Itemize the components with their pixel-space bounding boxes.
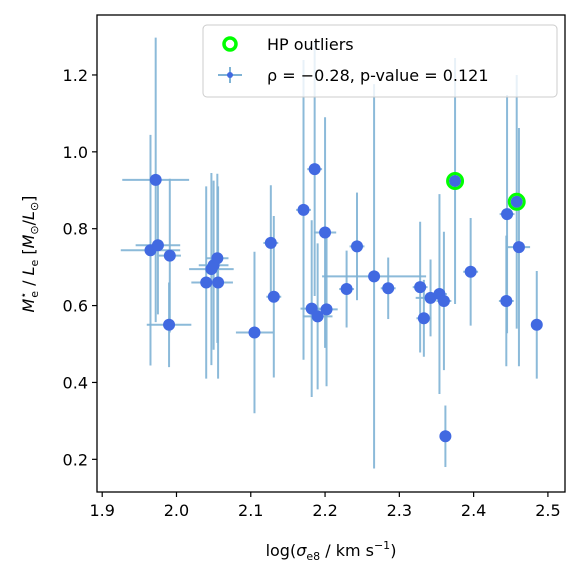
data-point — [437, 294, 450, 307]
data-point — [501, 208, 514, 221]
data-point — [512, 241, 525, 254]
x-tick-label: 2.0 — [164, 501, 189, 520]
legend-series-marker — [218, 67, 242, 83]
data-point — [264, 236, 277, 249]
data-point — [340, 283, 353, 296]
y-axis: 0.2 0.4 0.6 0.8 1.0 1.2 — [63, 66, 97, 469]
data-point — [368, 270, 381, 283]
x-tick-label: 2.5 — [535, 501, 560, 520]
data-point — [163, 318, 176, 331]
data-point — [351, 240, 363, 253]
data-point — [439, 430, 452, 443]
x-axis: 1.9 2.0 2.1 2.2 2.3 2.4 2.5 — [89, 492, 561, 520]
data-point — [211, 252, 224, 265]
data-point — [530, 318, 543, 331]
x-tick-label: 2.1 — [238, 501, 263, 520]
data-point — [464, 265, 477, 278]
y-tick-label: 1.2 — [63, 66, 88, 85]
point-layer — [144, 163, 543, 443]
data-point — [311, 310, 324, 323]
x-tick-label: 2.4 — [461, 501, 486, 520]
data-point — [163, 249, 176, 262]
data-point — [248, 326, 261, 339]
data-point — [449, 175, 462, 188]
x-tick-label: 2.2 — [312, 501, 337, 520]
data-point — [320, 303, 333, 316]
x-tick-label: 1.9 — [89, 501, 114, 520]
data-point — [200, 276, 213, 289]
data-point — [149, 173, 162, 186]
outlier-layer — [446, 172, 526, 211]
x-axis-label: log(σe8 / km s−1) — [266, 539, 397, 563]
y-tick-label: 0.4 — [63, 373, 88, 392]
y-tick-label: 0.6 — [63, 297, 88, 316]
plot-frame — [96, 14, 566, 493]
legend-outlier-marker — [222, 36, 238, 52]
data-point — [297, 203, 310, 216]
data-point — [382, 282, 395, 295]
outlier-marker — [507, 192, 526, 211]
data-point — [417, 312, 430, 325]
data-point — [212, 276, 225, 289]
legend: HP outliers ρ = −0.28, p-value = 0.121 — [202, 24, 558, 98]
legend-outlier-label: HP outliers — [267, 35, 354, 54]
data-point — [308, 163, 321, 176]
y-axis-label: M⋆e / Le [M⊙/L⊙] — [17, 196, 41, 313]
errorbar-layer — [120, 37, 541, 469]
data-point — [500, 294, 513, 307]
data-point — [414, 281, 427, 294]
y-tick-label: 0.2 — [63, 450, 88, 469]
data-point — [510, 195, 523, 208]
legend-series-label: ρ = −0.28, p-value = 0.121 — [267, 66, 489, 85]
legend-box — [202, 24, 558, 98]
outlier-marker — [446, 172, 465, 191]
y-tick-label: 1.0 — [63, 143, 88, 162]
data-point — [319, 226, 332, 239]
data-point — [267, 290, 280, 303]
data-point — [151, 239, 164, 252]
x-tick-label: 2.3 — [387, 501, 412, 520]
y-tick-label: 0.8 — [63, 220, 88, 239]
